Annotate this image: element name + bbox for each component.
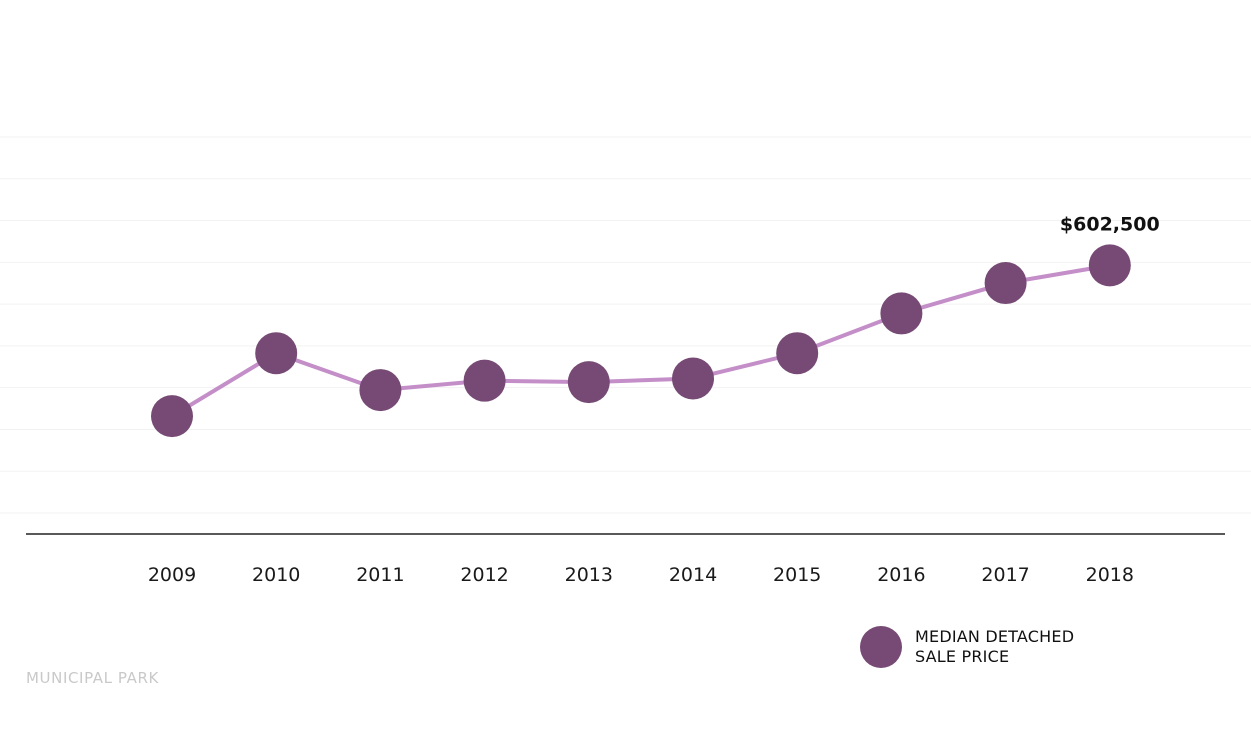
x-tick-label-2014: 2014	[669, 564, 717, 586]
data-point-2015	[776, 332, 819, 375]
x-tick-label-2013: 2013	[565, 564, 613, 586]
data-point-2016	[880, 292, 923, 335]
data-point-2011	[359, 369, 402, 412]
data-point-2012	[463, 359, 506, 402]
series-line-group	[170, 263, 1112, 419]
legend-marker-icon	[860, 626, 902, 668]
x-tick-label-2015: 2015	[773, 564, 821, 586]
x-tick-label-2016: 2016	[877, 564, 925, 586]
x-tick-label-2017: 2017	[981, 564, 1029, 586]
legend-label: MEDIAN DETACHED SALE PRICE	[915, 627, 1105, 667]
legend: MEDIAN DETACHED SALE PRICE	[860, 626, 1105, 668]
series-line	[170, 263, 1112, 419]
data-point-2009	[151, 395, 193, 438]
gridlines	[0, 136, 1251, 514]
x-tick-label-2011: 2011	[356, 564, 404, 586]
x-tick-label-2010: 2010	[252, 564, 300, 586]
legend-label-line-2: SALE PRICE	[915, 647, 1010, 666]
source-credit: MUNICIPAL PARK	[26, 669, 159, 687]
x-tick-labels: 2009 2010 2011 2012 2013 2014 2015 2016 2017 2018	[148, 564, 1134, 586]
data-points	[151, 244, 1131, 438]
legend-label-line-1: MEDIAN DETACHED	[915, 627, 1075, 646]
data-point-2014	[672, 357, 714, 400]
data-point-2013	[567, 361, 610, 404]
data-point-2017	[984, 262, 1027, 305]
x-tick-label-2012: 2012	[460, 564, 508, 586]
x-tick-label-2018: 2018	[1086, 564, 1134, 586]
data-point-2010	[255, 332, 298, 375]
x-tick-label-2009: 2009	[148, 564, 196, 586]
data-labels: $602,500	[1060, 213, 1160, 235]
data-point-2018	[1088, 244, 1131, 287]
data-label-2018: $602,500	[1060, 213, 1160, 235]
